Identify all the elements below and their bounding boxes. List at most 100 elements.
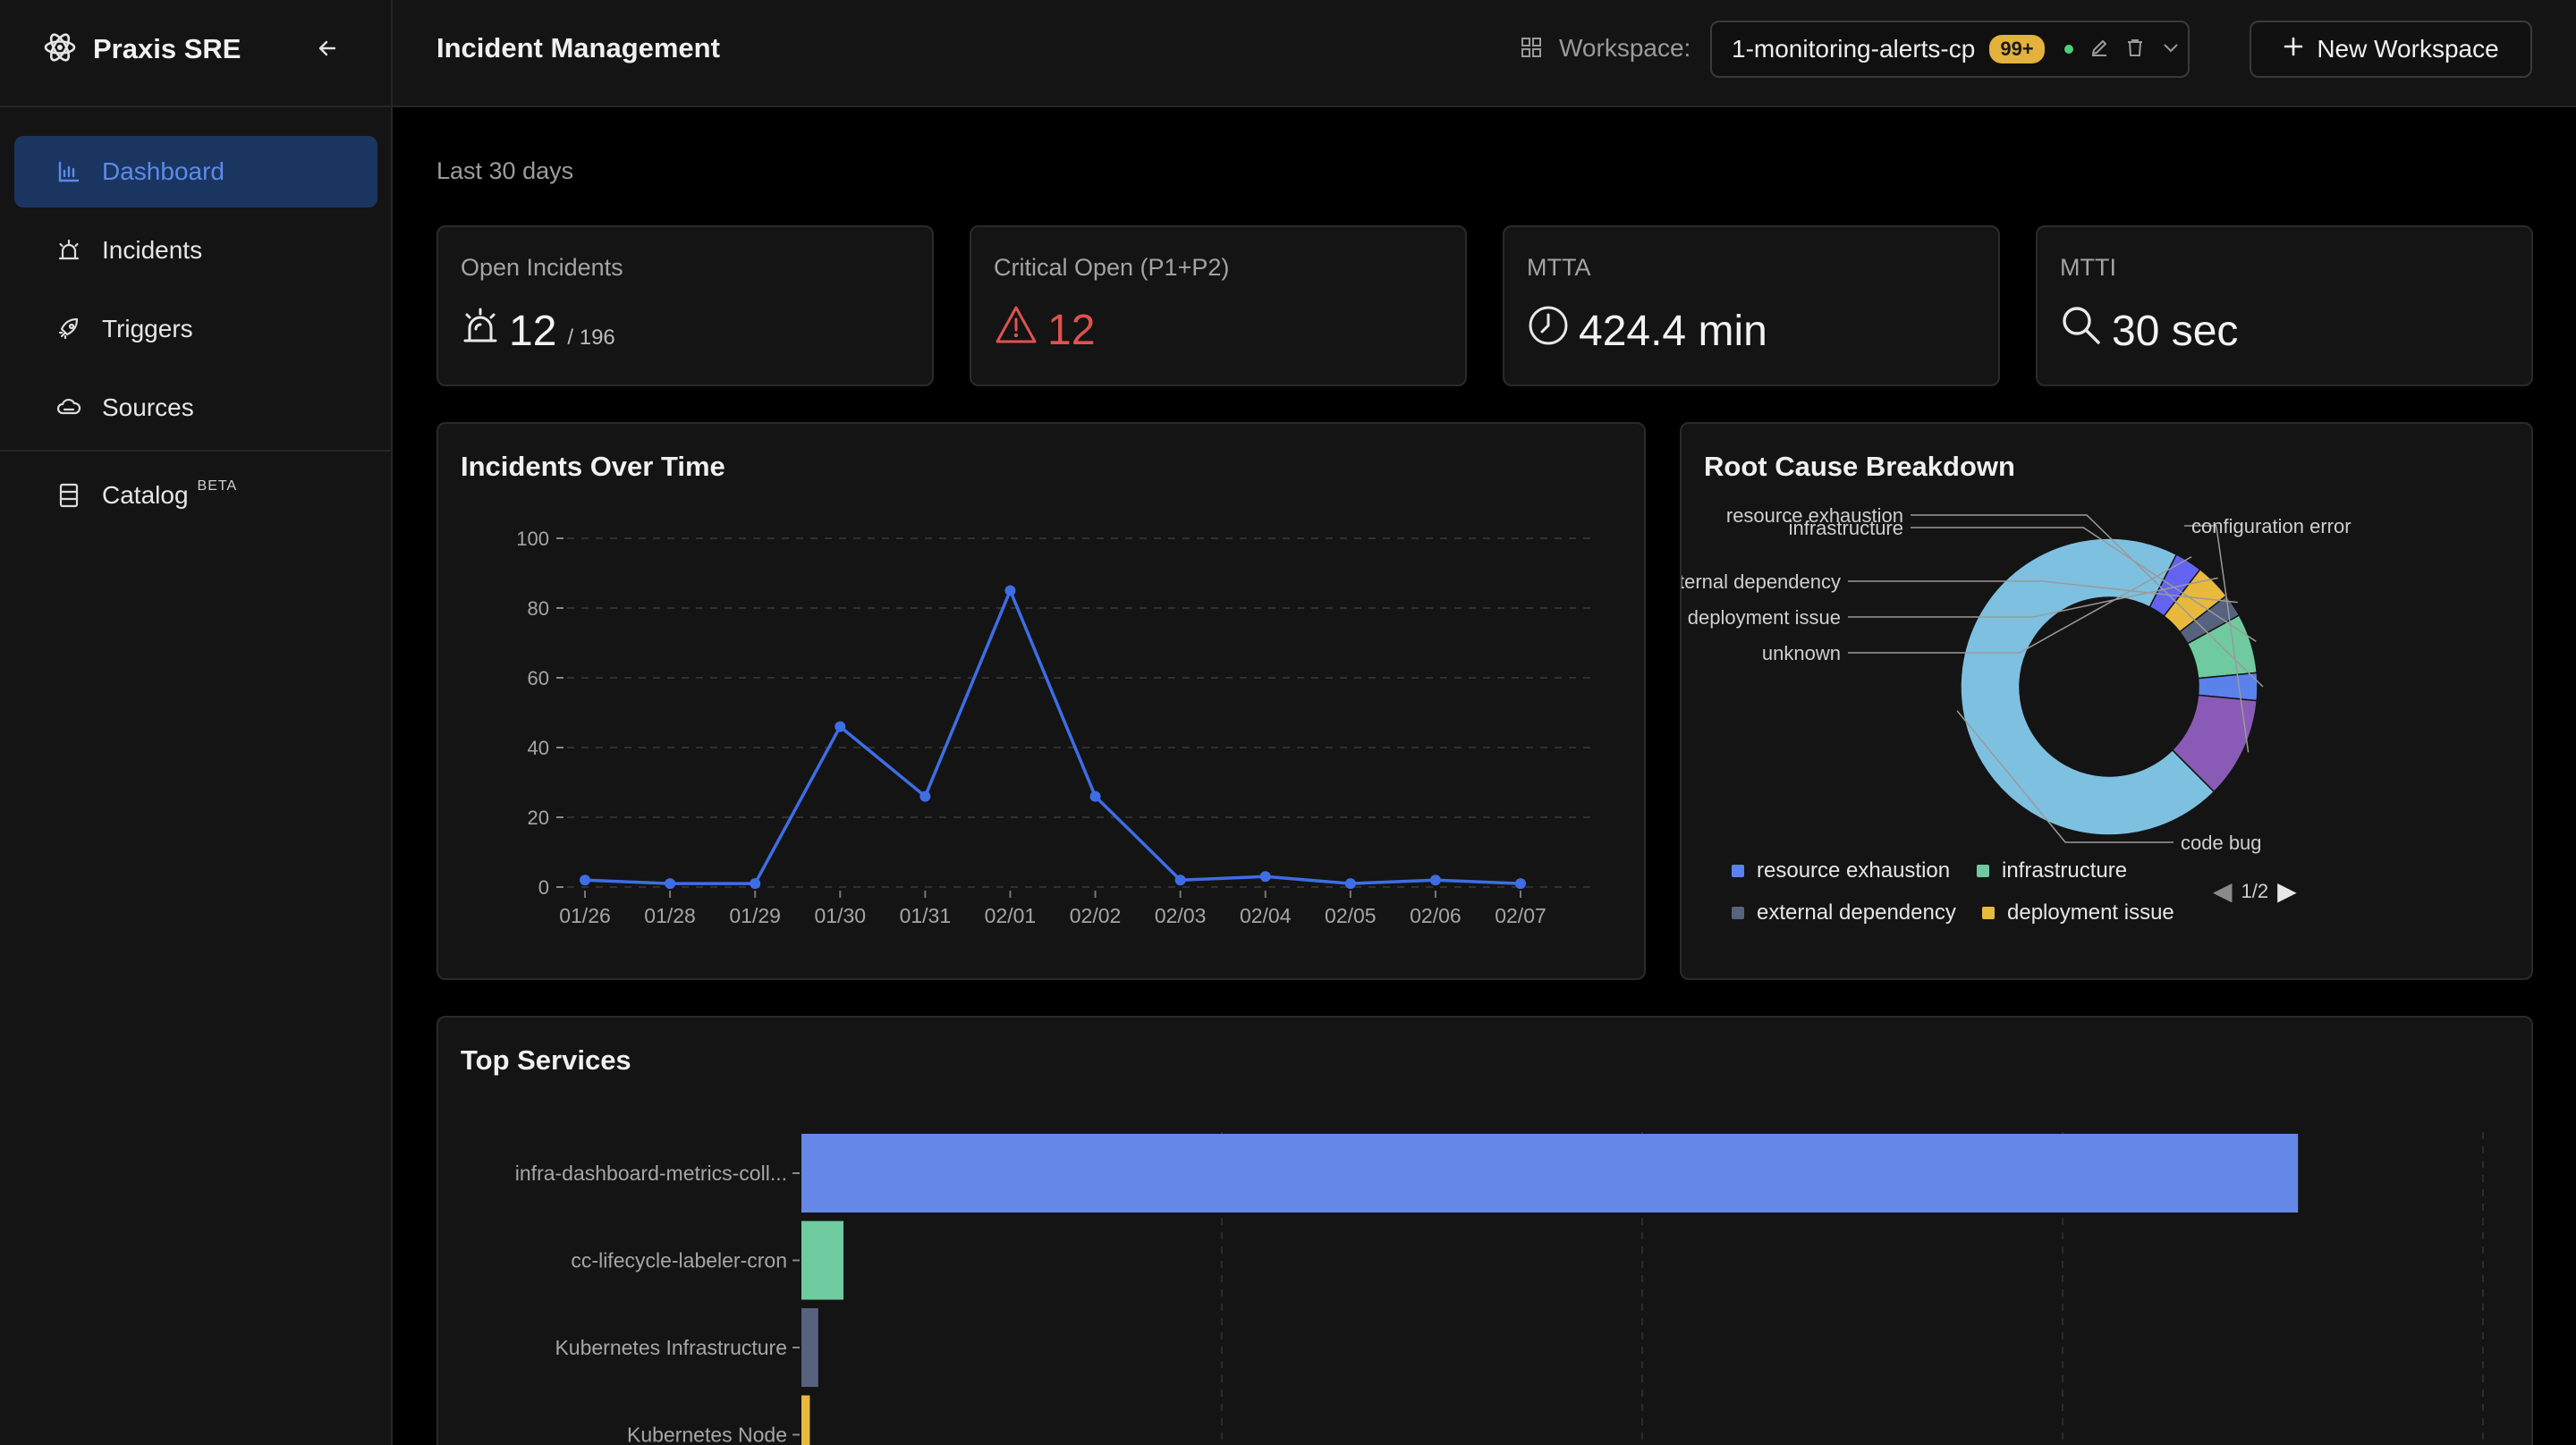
panel-title: Incidents Over Time — [461, 451, 725, 482]
legend-swatch — [1732, 907, 1744, 919]
sidebar-item-sources[interactable]: Sources — [14, 372, 377, 444]
warning-icon — [994, 304, 1038, 356]
panel-title: Top Services — [461, 1044, 631, 1076]
slice-leader-line — [1911, 527, 2257, 643]
legend-page-label: 1/2 — [2241, 879, 2269, 902]
legend-label: infrastructure — [2002, 858, 2128, 883]
y-tick-label: 40 — [528, 737, 549, 759]
legend-label: external dependency — [1757, 900, 1956, 925]
top-services-bar-chart: infra-dashboard-metrics-coll... cc-lifecy… — [515, 1132, 2484, 1445]
data-point — [1515, 878, 1526, 890]
sidebar-item-dashboard[interactable]: Dashboard — [14, 136, 377, 207]
donut-slice — [2171, 694, 2258, 793]
sidebar-item-label: Sources — [102, 393, 194, 421]
slice-label: deployment issue — [1688, 606, 1841, 629]
alarm-icon — [55, 237, 82, 264]
stat-card-critical-open: Critical Open (P1+P2) 12 — [970, 225, 1467, 386]
mtti-value: 30 sec — [2112, 307, 2239, 355]
x-tick-label: 02/02 — [1070, 904, 1122, 927]
data-point — [750, 878, 761, 890]
new-workspace-button[interactable]: New Workspace — [2250, 21, 2532, 78]
stat-label: MTTA — [1527, 254, 1591, 281]
workspace-label: Workspace: — [1559, 34, 1691, 62]
panel-title: Root Cause Breakdown — [1704, 451, 2015, 482]
sidebar-item-label: Triggers — [102, 315, 193, 342]
data-point — [1174, 875, 1186, 886]
legend-item[interactable]: deployment issue — [1982, 900, 2174, 925]
legend-item[interactable]: resource exhaustion — [1732, 858, 1950, 883]
slice-leader-line — [1848, 580, 2238, 604]
data-point — [1089, 790, 1101, 802]
slice-leader-line — [1848, 556, 2192, 654]
search-icon — [2060, 304, 2103, 358]
service-bar — [801, 1395, 810, 1445]
stat-label: Critical Open (P1+P2) — [994, 254, 1230, 281]
status-dot — [2063, 45, 2073, 54]
x-tick-label: 01/28 — [644, 904, 696, 927]
collapse-sidebar-button[interactable] — [309, 32, 345, 68]
y-tick-label: 80 — [528, 597, 549, 620]
data-point — [1344, 878, 1356, 890]
legend-swatch — [1732, 865, 1744, 877]
workspace-count-badge: 99+ — [1989, 35, 2045, 63]
sidebar-item-incidents[interactable]: Incidents — [14, 215, 377, 286]
stat-card-mtta: MTTA 424.4 min — [1503, 225, 2000, 386]
slice-label: configuration error — [2191, 515, 2351, 537]
sidebar-divider — [0, 450, 391, 452]
y-tick-label: 60 — [528, 667, 549, 689]
slice-label: resource exhaustion — [1726, 504, 1903, 527]
data-point — [1259, 871, 1271, 883]
slice-leader-line — [2184, 525, 2250, 753]
data-point — [1429, 875, 1441, 886]
sidebar-item-catalog[interactable]: Catalog BETA — [14, 460, 377, 531]
legend-swatch — [1982, 907, 1995, 919]
x-tick-label: 01/26 — [559, 904, 611, 927]
sidebar-item-label: Dashboard — [102, 157, 225, 185]
legend-item[interactable]: infrastructure — [1977, 858, 2127, 883]
legend-next-button[interactable]: ▶ — [2277, 877, 2297, 905]
stat-card-mtti: MTTI 30 sec — [2036, 225, 2533, 386]
bar-chart-icon — [55, 158, 82, 185]
service-bar — [801, 1221, 843, 1300]
x-tick-label: 02/07 — [1495, 904, 1546, 927]
sidebar-item-label: Catalog — [102, 481, 189, 509]
legend-item[interactable]: external dependency — [1732, 900, 1956, 925]
stat-value: 30 sec — [2060, 304, 2238, 358]
stat-value: 424.4 min — [1527, 304, 1767, 358]
data-point — [919, 790, 931, 802]
critical-open-value: 12 — [1047, 306, 1096, 354]
legend-label: resource exhaustion — [1757, 858, 1951, 883]
open-incidents-value: 12 — [509, 307, 557, 355]
slice-label: external dependency — [1682, 570, 1841, 593]
workspace-select[interactable]: 1-monitoring-alerts-cp 99+ — [1710, 21, 2190, 78]
x-tick-label: 02/04 — [1240, 904, 1292, 927]
service-label: Kubernetes Node — [627, 1424, 787, 1445]
sidebar-item-label: Incidents — [102, 236, 203, 264]
service-label: infra-dashboard-metrics-coll... — [515, 1162, 787, 1185]
stat-card-open-incidents: Open Incidents 12 / 196 — [436, 225, 934, 386]
new-workspace-label: New Workspace — [2317, 35, 2499, 63]
beta-badge: BETA — [197, 478, 238, 494]
app-name: Praxis SRE — [93, 33, 242, 64]
pencil-icon — [2089, 38, 2109, 62]
clock-icon — [1527, 304, 1570, 358]
root-cause-donut-chart: code bug unknown deployment issue external … — [1682, 504, 2351, 854]
chevron-down-icon — [2161, 38, 2181, 62]
delete-workspace-button[interactable] — [2125, 38, 2145, 62]
data-point — [835, 721, 846, 732]
sidebar-item-triggers[interactable]: Triggers — [14, 293, 377, 365]
grid-icon — [1520, 36, 1543, 63]
edit-workspace-button[interactable] — [2089, 38, 2109, 62]
brand[interactable]: Praxis SRE — [43, 27, 241, 72]
service-label: Kubernetes Infrastructure — [555, 1336, 787, 1359]
legend-prev-button[interactable]: ◀ — [2213, 877, 2233, 905]
service-bar — [801, 1134, 2299, 1213]
cloud-icon — [55, 394, 82, 421]
data-point — [665, 878, 676, 890]
x-tick-label: 01/29 — [729, 904, 781, 927]
plus-icon — [2283, 35, 2304, 63]
workspace-dropdown-toggle[interactable] — [2161, 38, 2181, 62]
slice-label: code bug — [2181, 832, 2262, 854]
x-tick-label: 02/03 — [1155, 904, 1207, 927]
y-tick-label: 0 — [538, 876, 549, 899]
